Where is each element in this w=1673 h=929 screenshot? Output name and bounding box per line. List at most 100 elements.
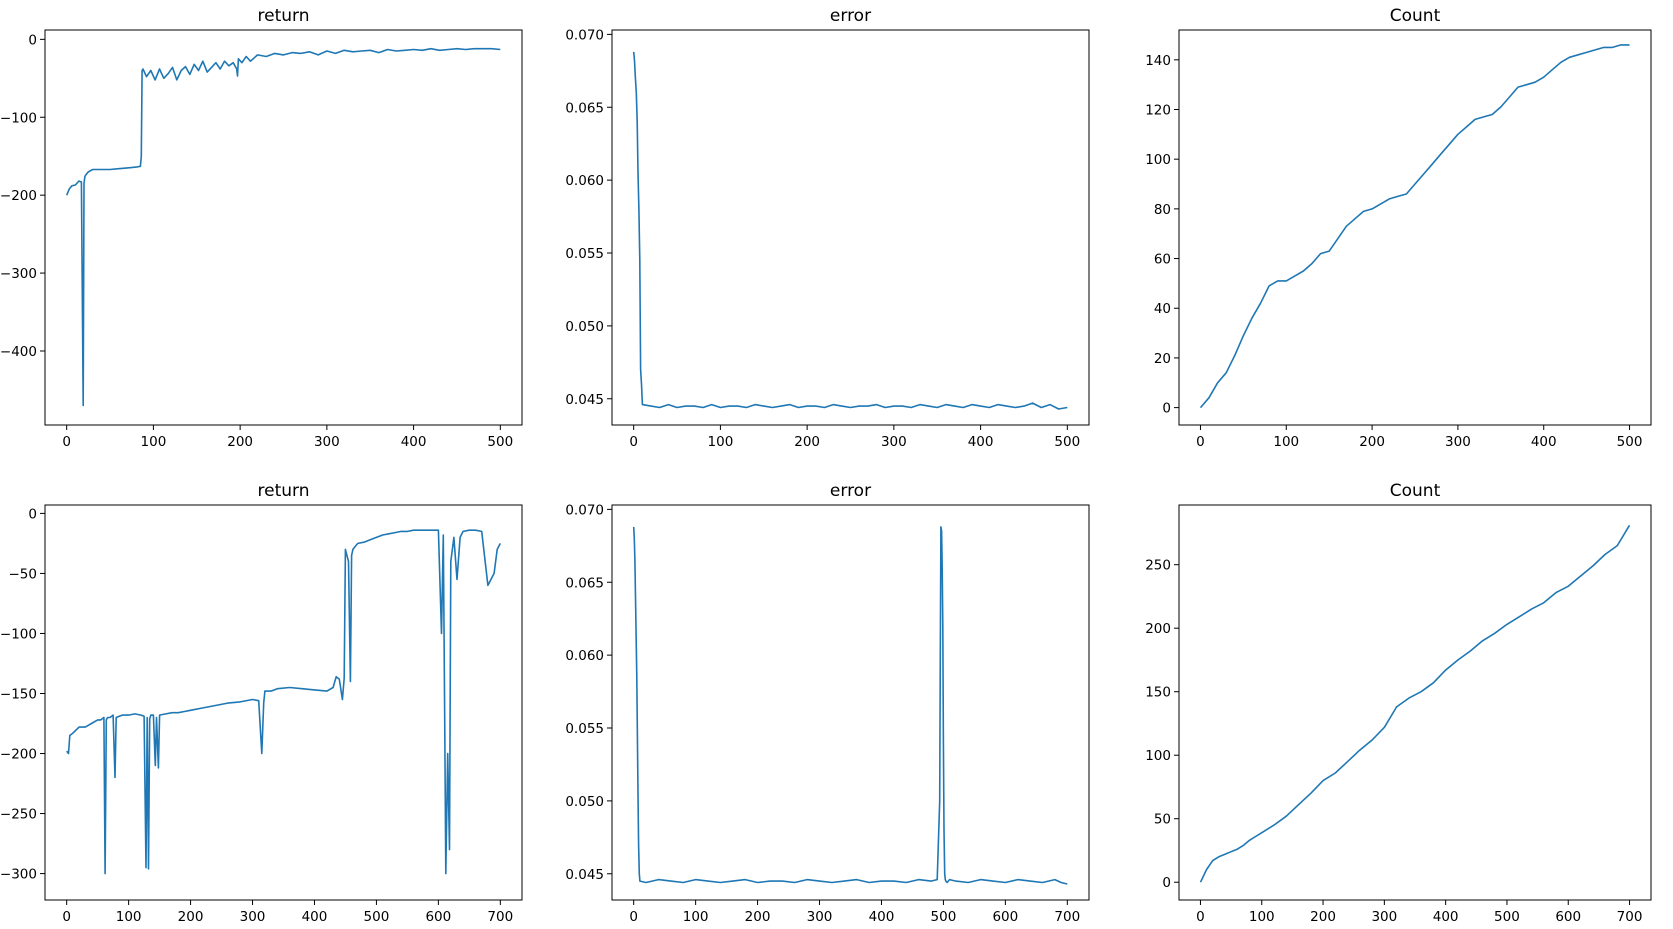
x-tick-label: 400: [302, 909, 328, 925]
x-tick-label: 500: [1494, 909, 1520, 925]
y-tick-label: 20: [1154, 351, 1171, 367]
x-tick-label: 200: [1359, 434, 1385, 450]
y-tick-label: 100: [1145, 152, 1171, 168]
y-tick-label: −150: [0, 686, 37, 702]
y-tick-label: 0.050: [565, 794, 604, 810]
x-tick-label: 600: [425, 909, 451, 925]
x-tick-label: 0: [1196, 909, 1205, 925]
subplot-2: error 0 100 200 300 400 500 0.045 0.050 0.055 0.06…: [565, 6, 1090, 450]
x-tick-label: 300: [807, 909, 833, 925]
series-line-1: [632, 51, 1068, 410]
y-tick-label: 0.060: [565, 173, 604, 189]
y-tick-label: 0.070: [565, 27, 604, 43]
x-tick-label: 200: [227, 434, 253, 450]
y-tick-label: −300: [0, 867, 37, 883]
x-tick-label: 500: [1617, 434, 1643, 450]
x-tick-label: 200: [745, 909, 771, 925]
y-tick-label: −200: [0, 747, 37, 763]
x-tick-label: 700: [487, 909, 513, 925]
x-tick-label: 500: [931, 909, 957, 925]
y-tick-label: −400: [0, 344, 37, 360]
subplot-title: return: [258, 481, 310, 501]
series-line-1: [1199, 44, 1630, 409]
subplot-title: Count: [1390, 481, 1441, 501]
y-tick-label: 50: [1154, 812, 1171, 828]
series-line-1: [632, 526, 1068, 885]
y-tick-label: 150: [1145, 685, 1171, 701]
x-tick-label: 400: [1433, 909, 1459, 925]
y-tick-label: 0.055: [565, 721, 604, 737]
y-tick-label: 100: [1145, 748, 1171, 764]
subplot-5: error 0 100 200 300 400 500 600 700 0.045 0.050 0.0…: [565, 481, 1090, 925]
subplot-title: error: [830, 481, 871, 501]
series-line-1: [65, 47, 501, 407]
y-tick-label: −300: [0, 266, 37, 282]
subplot-title: error: [830, 6, 871, 26]
x-tick-label: 500: [1054, 434, 1080, 450]
series-line-1: [1199, 524, 1631, 883]
y-tick-label: 0.055: [565, 246, 604, 262]
y-tick-label: −200: [0, 188, 37, 204]
x-tick-label: 100: [141, 434, 167, 450]
y-tick-label: 120: [1145, 102, 1171, 118]
x-tick-label: 100: [1249, 909, 1275, 925]
x-tick-label: 500: [487, 434, 513, 450]
y-tick-label: 0.065: [565, 575, 604, 591]
axes-frame: [1178, 504, 1652, 901]
axes-frame: [44, 29, 523, 426]
x-tick-label: 300: [314, 434, 340, 450]
y-tick-label: −50: [9, 566, 38, 582]
y-tick-label: 0.050: [565, 319, 604, 335]
x-tick-label: 200: [794, 434, 820, 450]
x-tick-label: 100: [1273, 434, 1299, 450]
x-tick-label: 500: [364, 909, 390, 925]
x-tick-label: 200: [178, 909, 204, 925]
subplot-title: return: [258, 6, 310, 26]
series-line-1: [66, 529, 502, 875]
x-tick-label: 400: [869, 909, 895, 925]
y-tick-label: 40: [1154, 301, 1171, 317]
x-tick-label: 600: [1555, 909, 1581, 925]
y-tick-label: 0.070: [565, 502, 604, 518]
y-tick-label: 0.065: [565, 100, 604, 116]
x-tick-label: 700: [1054, 909, 1080, 925]
x-tick-label: 0: [62, 909, 71, 925]
x-tick-label: 100: [116, 909, 142, 925]
x-tick-label: 100: [683, 909, 709, 925]
y-tick-label: 0.045: [565, 867, 604, 883]
subplot-title: Count: [1390, 6, 1441, 26]
x-tick-label: 0: [62, 434, 71, 450]
axes-frame: [1178, 29, 1652, 426]
subplot-1: return 0 100 200 300 400 500 0 −100 −200 −300 −400: [0, 6, 523, 450]
y-tick-label: 0.060: [565, 648, 604, 664]
y-tick-label: 250: [1145, 558, 1171, 574]
subplot-6: Count 0 100 200 300 400 500 600 700 0 50 100 150 200 2…: [1145, 481, 1652, 925]
y-tick-label: 0: [1162, 401, 1171, 417]
y-tick-label: 0.045: [565, 392, 604, 408]
axes-frame: [44, 504, 523, 901]
x-tick-label: 400: [968, 434, 994, 450]
x-tick-label: 0: [1196, 434, 1205, 450]
x-tick-label: 300: [881, 434, 907, 450]
axes-frame: [611, 29, 1090, 426]
y-tick-label: −250: [0, 807, 37, 823]
subplot-3: Count 0 100 200 300 400 500 0 20 40 60 80 100 120 140: [1145, 6, 1652, 450]
y-tick-label: 60: [1154, 252, 1171, 268]
y-tick-label: −100: [0, 110, 37, 126]
x-tick-label: 300: [1445, 434, 1471, 450]
y-tick-label: 0: [28, 506, 37, 522]
x-tick-label: 600: [992, 909, 1018, 925]
x-tick-label: 0: [629, 909, 638, 925]
y-tick-label: 80: [1154, 202, 1171, 218]
x-tick-label: 200: [1310, 909, 1336, 925]
x-tick-label: 0: [629, 434, 638, 450]
x-tick-label: 300: [240, 909, 266, 925]
y-tick-label: 200: [1145, 621, 1171, 637]
y-tick-label: −100: [0, 626, 37, 642]
x-tick-label: 400: [1531, 434, 1557, 450]
x-tick-label: 100: [708, 434, 734, 450]
y-tick-label: 0: [28, 32, 37, 48]
x-tick-label: 700: [1617, 909, 1643, 925]
axes-frame: [611, 504, 1090, 901]
subplot-4: return 0 100 200 300 400 500 600 700 0 −50 −100 −150…: [0, 481, 523, 925]
